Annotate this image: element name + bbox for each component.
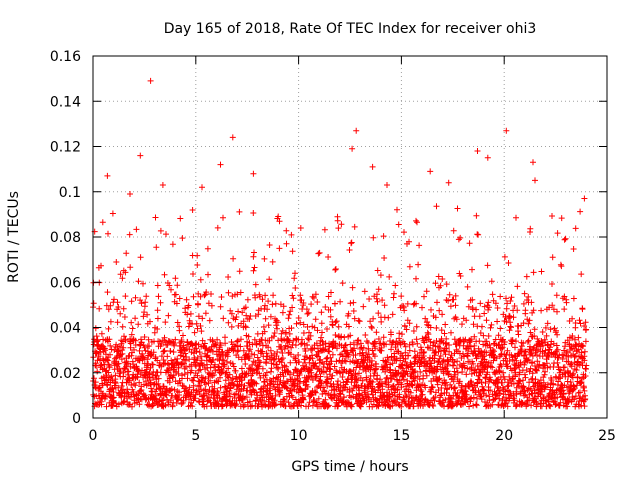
x-tick-label: 0: [89, 428, 98, 444]
y-tick-label: 0.04: [50, 321, 81, 337]
data-points: [90, 77, 590, 410]
y-tick-label: 0.1: [59, 185, 81, 201]
y-tick-label: 0.06: [50, 275, 81, 291]
y-axis-label: ROTI / TECUs: [6, 191, 22, 283]
x-tick-label: 5: [191, 428, 200, 444]
x-axis-label: GPS time / hours: [291, 459, 408, 475]
y-tick-label: 0.02: [50, 366, 81, 382]
x-tick-label: 15: [392, 428, 410, 444]
y-tick-label: 0: [72, 411, 81, 427]
x-tick-label: 25: [598, 428, 616, 444]
y-tick-label: 0.14: [50, 94, 81, 110]
y-tick-label: 0.08: [50, 230, 81, 246]
y-tick-label: 0.16: [50, 49, 81, 65]
x-tick-label: 10: [290, 428, 308, 444]
roti-points: [90, 77, 590, 410]
chart-title: Day 165 of 2018, Rate Of TEC Index for r…: [164, 21, 537, 37]
x-tick-label: 20: [495, 428, 513, 444]
axis-ticks: 0 0.02 0.04 0.06 0.08 0.1 0.12 0.14 0.16 0 5 10 15 20…: [50, 49, 616, 444]
y-tick-label: 0.12: [50, 140, 81, 156]
